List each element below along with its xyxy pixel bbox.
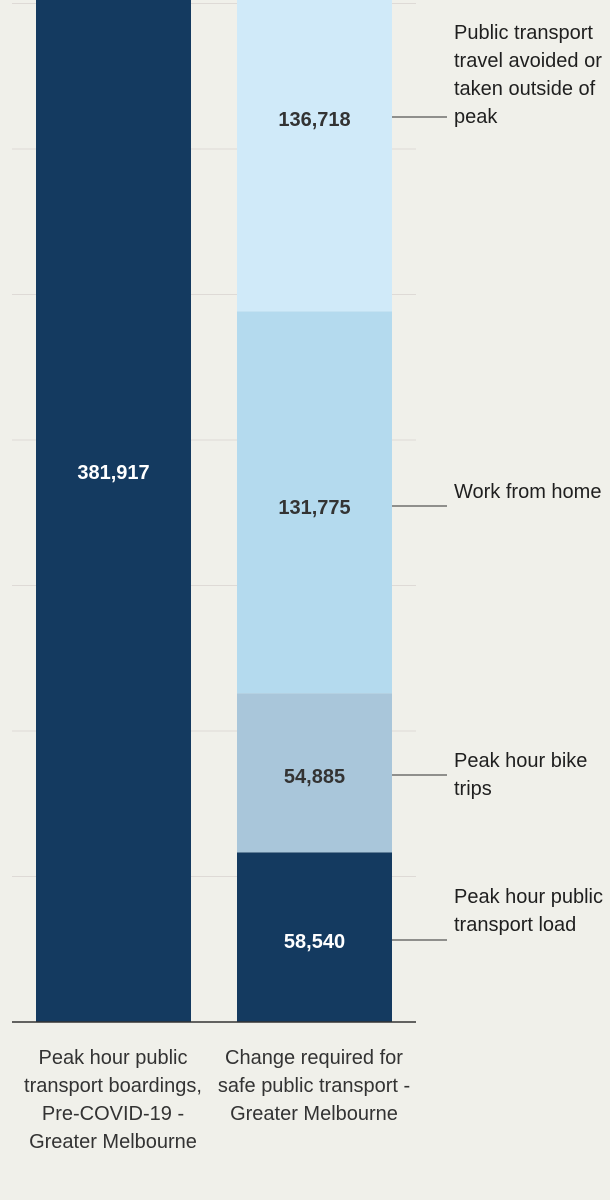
segment-pt-load — [237, 852, 392, 1022]
data-label-pre-covid-boardings: 381,917 — [77, 462, 149, 484]
data-label-bike-trips: 54,885 — [284, 766, 345, 788]
category-label-pre-covid: Peak hour public transport boardings, Pr… — [24, 1047, 202, 1153]
data-label-pt-load: 58,540 — [284, 931, 345, 953]
legend-label-work-from-home: Work from home — [454, 481, 602, 503]
legend-label-avoided-or-outside-peak: Public transport travel avoided or taken… — [454, 22, 602, 128]
data-label-avoided-or-outside-peak: 136,718 — [278, 109, 350, 131]
segment-bike-trips — [237, 693, 392, 853]
bar-pre-covid-boardings — [36, 0, 191, 1023]
legend-label-pt-load: Peak hour public transport load — [454, 886, 603, 936]
segment-avoided-or-outside-peak — [237, 0, 392, 312]
segment-work-from-home — [237, 311, 392, 694]
legend-label-bike-trips: Peak hour bike trips — [454, 750, 588, 800]
category-label-change-required: Change required for safe public transpor… — [217, 1047, 411, 1125]
data-label-work-from-home: 131,775 — [278, 497, 350, 519]
